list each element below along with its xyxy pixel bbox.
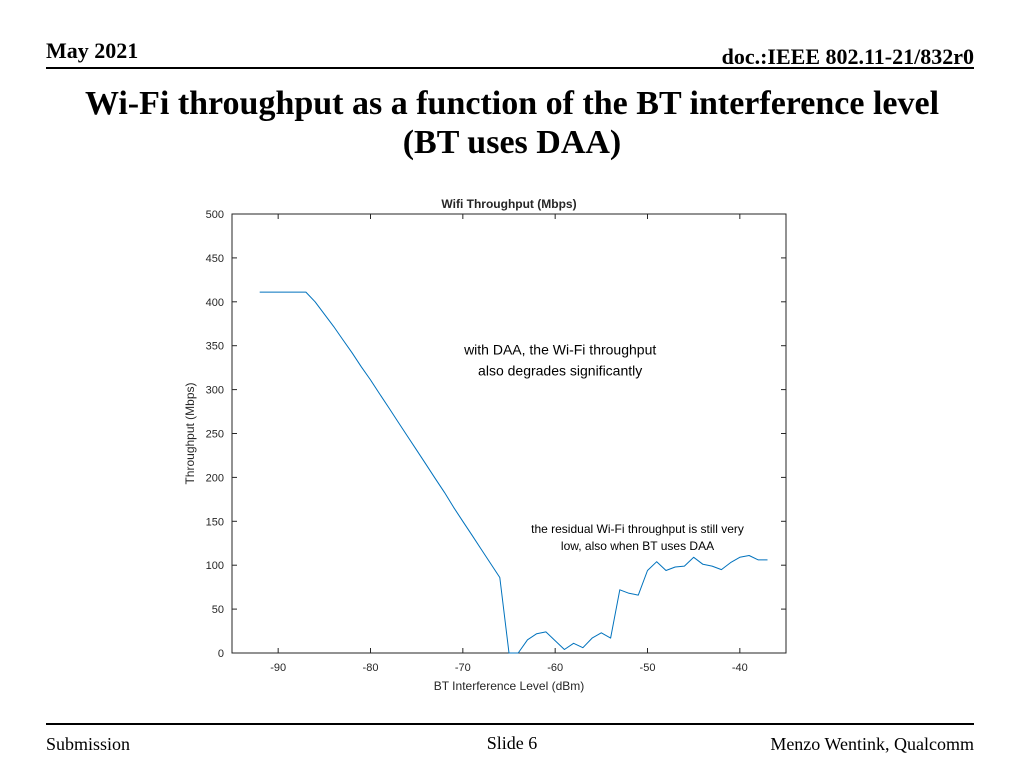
- x-tick-label: -90: [270, 662, 286, 674]
- series-line-wifi-throughput: [259, 291, 768, 654]
- y-tick-label: 450: [206, 253, 224, 265]
- annotation-2-line1: the residual Wi-Fi throughput is still v…: [531, 522, 744, 536]
- slide-title-line1: Wi-Fi throughput as a function of the BT…: [84, 85, 940, 122]
- slide-title: Wi-Fi throughput as a function of the BT…: [40, 84, 984, 162]
- annotation-1-line1: with DAA, the Wi-Fi throughput: [463, 341, 656, 357]
- header-date: May 2021: [46, 38, 139, 63]
- footer-divider: [46, 723, 974, 725]
- footer-slide-number: Slide 6: [486, 733, 538, 753]
- y-tick-label: 50: [212, 604, 224, 616]
- y-tick-label: 500: [206, 209, 224, 221]
- y-tick-label: 100: [206, 560, 224, 572]
- y-tick-label: 150: [206, 516, 224, 528]
- y-tick-label: 400: [206, 297, 224, 309]
- x-tick-label: -70: [455, 662, 471, 674]
- chart-title: Wifi Throughput (Mbps): [441, 197, 576, 211]
- annotation-1-line2: also degrades significantly: [478, 362, 642, 378]
- chart-ticks: -90 -80 -70 -60 -50 -40 0 50 100 150 200 250 300 350 4…: [206, 209, 786, 674]
- y-tick-label: 250: [206, 429, 224, 441]
- y-tick-label: 0: [218, 648, 224, 660]
- y-tick-label: 300: [206, 385, 224, 397]
- chart-axes-box: [231, 213, 787, 654]
- footer-author: Menzo Wentink, Qualcomm: [770, 734, 974, 754]
- y-tick-label: 200: [206, 472, 224, 484]
- chart-annotations: with DAA, the Wi-Fi throughput also degr…: [463, 341, 744, 553]
- x-tick-label: -60: [547, 662, 563, 674]
- header-doc-id: doc.:IEEE 802.11-21/832r0: [721, 44, 974, 69]
- x-tick-label: -40: [732, 662, 748, 674]
- x-axis-label: BT Interference Level (dBm): [434, 679, 585, 693]
- x-tick-label: -50: [640, 662, 656, 674]
- slide-title-line2: (BT uses DAA): [402, 124, 622, 161]
- footer-submission: Submission: [46, 734, 131, 754]
- header-divider: [46, 67, 974, 69]
- annotation-2-line2: low, also when BT uses DAA: [561, 539, 714, 553]
- y-tick-label: 350: [206, 341, 224, 353]
- y-axis-label: Throughput (Mbps): [183, 382, 197, 484]
- x-tick-label: -80: [363, 662, 379, 674]
